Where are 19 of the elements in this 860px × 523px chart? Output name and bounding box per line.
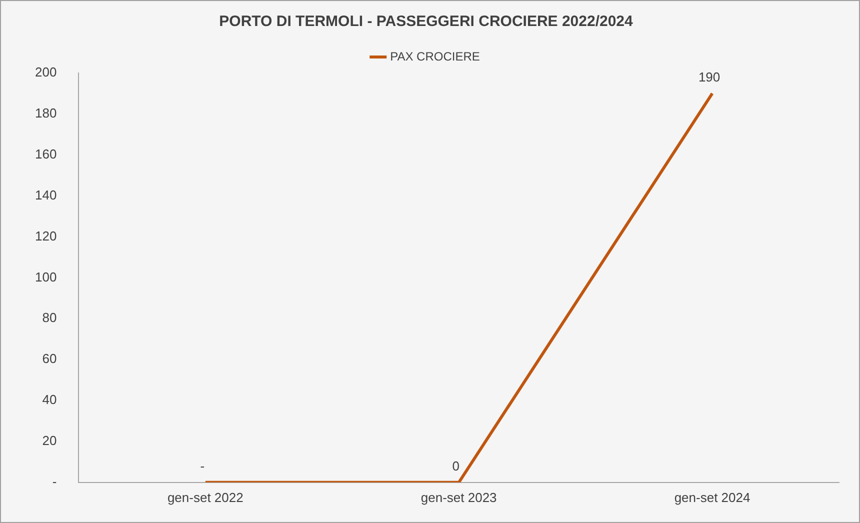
y-tick-label: 140 xyxy=(34,187,57,202)
data-label: - xyxy=(200,458,205,474)
y-tick-label: - xyxy=(52,474,57,489)
y-tick-label: 80 xyxy=(42,310,57,326)
y-tick-label: 120 xyxy=(34,228,57,244)
data-label: 190 xyxy=(698,70,720,85)
y-tick-label: 60 xyxy=(42,351,57,366)
chart-title: PORTO DI TERMOLI - PASSEGGERI CROCIERE 2022/2024 xyxy=(219,13,634,30)
y-tick-label: 100 xyxy=(34,269,57,284)
y-tick-label: 20 xyxy=(42,433,57,448)
data-label: 0 xyxy=(452,458,460,474)
y-tick-label: 40 xyxy=(42,392,57,408)
legend-label: PAX CROCIERE xyxy=(390,49,480,64)
x-tick-label: gen-set 2023 xyxy=(420,490,497,505)
y-tick-label: 180 xyxy=(34,106,57,121)
x-tick-label: gen-set 2024 xyxy=(674,490,750,505)
x-tick-label: gen-set 2022 xyxy=(167,490,244,505)
y-tick-label: 200 xyxy=(34,64,57,80)
y-tick-label: 160 xyxy=(34,146,57,162)
